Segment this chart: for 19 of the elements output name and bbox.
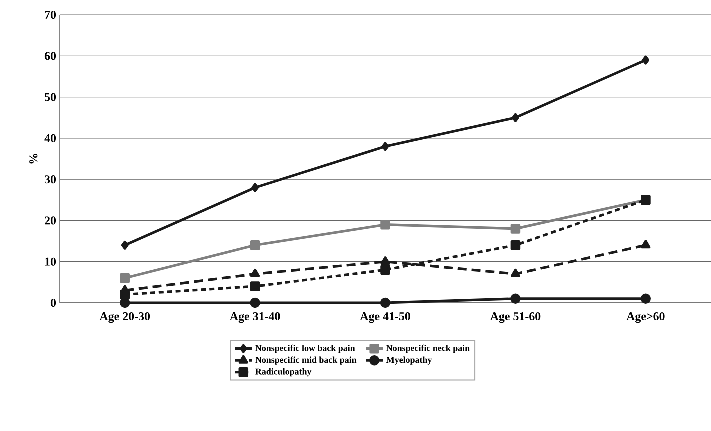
y-tick-label: 0 xyxy=(50,298,56,308)
legend-label: Nonspecific neck pain xyxy=(386,344,470,354)
y-tick-label: 10 xyxy=(45,258,56,266)
legend-label: Radiculopathy xyxy=(256,368,312,377)
y-tick-label: 40 xyxy=(44,134,56,142)
y-axis-title: % xyxy=(30,154,38,164)
y-tick-label: 30 xyxy=(44,176,56,184)
x-tick-label: Age>60 xyxy=(626,312,665,324)
x-tick-label: Age 20-30 xyxy=(100,312,150,324)
legend-label: Nonspecific low back pain xyxy=(256,344,356,354)
x-tick-label: Age 31-40 xyxy=(230,312,280,324)
y-tick-label: 20 xyxy=(45,216,56,225)
x-tick-label: Age 41-50 xyxy=(360,312,410,324)
y-tick-label: 70 xyxy=(45,10,56,20)
legend-label: Nonspecific mid back pain xyxy=(256,356,357,365)
x-tick-label: Age 51-60 xyxy=(490,312,541,324)
y-tick-label: 50 xyxy=(45,93,56,102)
y-tick-label: 60 xyxy=(44,52,56,60)
legend-label: Myelopathy xyxy=(386,356,432,365)
